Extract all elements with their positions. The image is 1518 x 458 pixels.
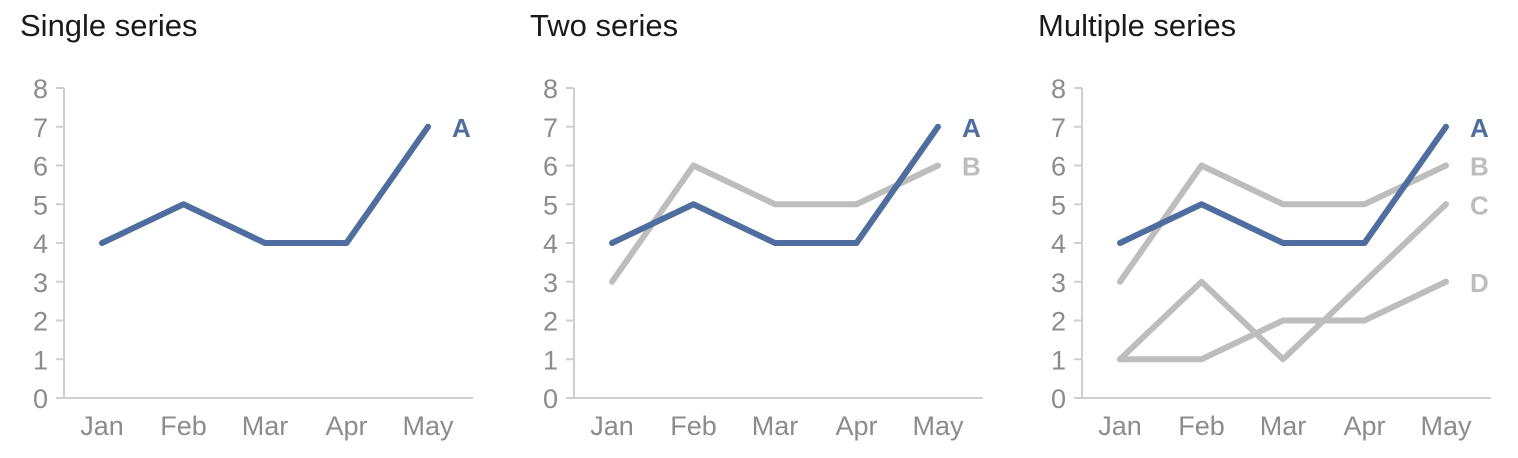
series-label-b: B (1470, 152, 1489, 182)
y-tick-label: 7 (1051, 113, 1066, 143)
chart-panel-two: Two series 0 1 2 3 4 5 6 7 8 Jan Feb Mar Apr May B A (530, 0, 1030, 458)
y-tick-label: 6 (1051, 152, 1066, 182)
series-line-c (1117, 201, 1449, 363)
y-tick-label: 5 (543, 190, 558, 220)
y-tick-label: 6 (33, 152, 48, 182)
x-tick-label: Jan (80, 411, 124, 441)
series-label-a: A (962, 113, 981, 143)
y-tick-label: 4 (543, 229, 558, 259)
x-tick-label: Feb (670, 411, 717, 441)
y-tick-label: 7 (33, 113, 48, 143)
x-tick-label: Mar (242, 411, 289, 441)
y-tick-label: 0 (543, 384, 558, 414)
y-tick-label: 1 (33, 345, 48, 375)
series-line-b (609, 162, 941, 285)
x-tick-label: Mar (752, 411, 799, 441)
y-tick-label: 3 (33, 268, 48, 298)
y-tick-label: 6 (543, 152, 558, 182)
x-tick-label: Mar (1260, 411, 1307, 441)
y-tick-label: 8 (543, 74, 558, 104)
y-tick-label: 8 (33, 74, 48, 104)
x-tick-label: Jan (590, 411, 634, 441)
chart-title: Multiple series (1038, 8, 1237, 43)
chart-panel-multiple: Multiple series 0 1 2 3 4 5 6 7 8 Jan Feb Mar Apr May… (1038, 0, 1518, 458)
x-tick-label: May (912, 411, 964, 441)
series-line-d (1117, 278, 1449, 363)
y-tick-label: 8 (1051, 74, 1066, 104)
x-tick-label: Apr (835, 411, 877, 441)
series-line-a (609, 123, 941, 246)
y-tick-label: 2 (33, 307, 48, 337)
series-line-a (99, 123, 431, 246)
series-label-d: D (1470, 268, 1489, 298)
y-tick-label: 0 (33, 384, 48, 414)
line-chart: 0 1 2 3 4 5 6 7 8 Jan Feb Mar Apr May D CBA (1051, 74, 1491, 441)
y-tick-label: 1 (543, 345, 558, 375)
x-tick-label: Feb (1178, 411, 1225, 441)
line-chart: 0 1 2 3 4 5 6 7 8 Jan Feb Mar Apr May BA (543, 74, 983, 441)
x-tick-label: Apr (1343, 411, 1385, 441)
y-tick-label: 7 (543, 113, 558, 143)
chart-title: Single series (20, 8, 198, 43)
series-line-b (1117, 162, 1449, 285)
chart-panel-single: Single series 0 1 2 3 4 5 6 7 8 Jan Feb Mar Apr May A (20, 0, 520, 458)
y-tick-label: 4 (33, 229, 48, 259)
y-tick-label: 5 (1051, 190, 1066, 220)
x-tick-label: May (1420, 411, 1472, 441)
y-tick-label: 1 (1051, 345, 1066, 375)
line-chart: 0 1 2 3 4 5 6 7 8 Jan Feb Mar Apr May A (33, 74, 473, 441)
y-tick-label: 3 (543, 268, 558, 298)
series-label-c: C (1470, 190, 1489, 220)
x-tick-label: Feb (160, 411, 207, 441)
x-tick-label: May (402, 411, 454, 441)
x-tick-label: Apr (325, 411, 367, 441)
x-tick-label: Jan (1098, 411, 1142, 441)
y-tick-label: 2 (1051, 307, 1066, 337)
y-tick-label: 0 (1051, 384, 1066, 414)
y-tick-label: 3 (1051, 268, 1066, 298)
chart-title: Two series (530, 8, 679, 43)
series-label-b: B (962, 152, 981, 182)
y-tick-label: 2 (543, 307, 558, 337)
y-tick-label: 4 (1051, 229, 1066, 259)
series-label-a: A (452, 113, 471, 143)
y-tick-label: 5 (33, 190, 48, 220)
series-line-a (1117, 123, 1449, 246)
series-label-a: A (1470, 113, 1489, 143)
